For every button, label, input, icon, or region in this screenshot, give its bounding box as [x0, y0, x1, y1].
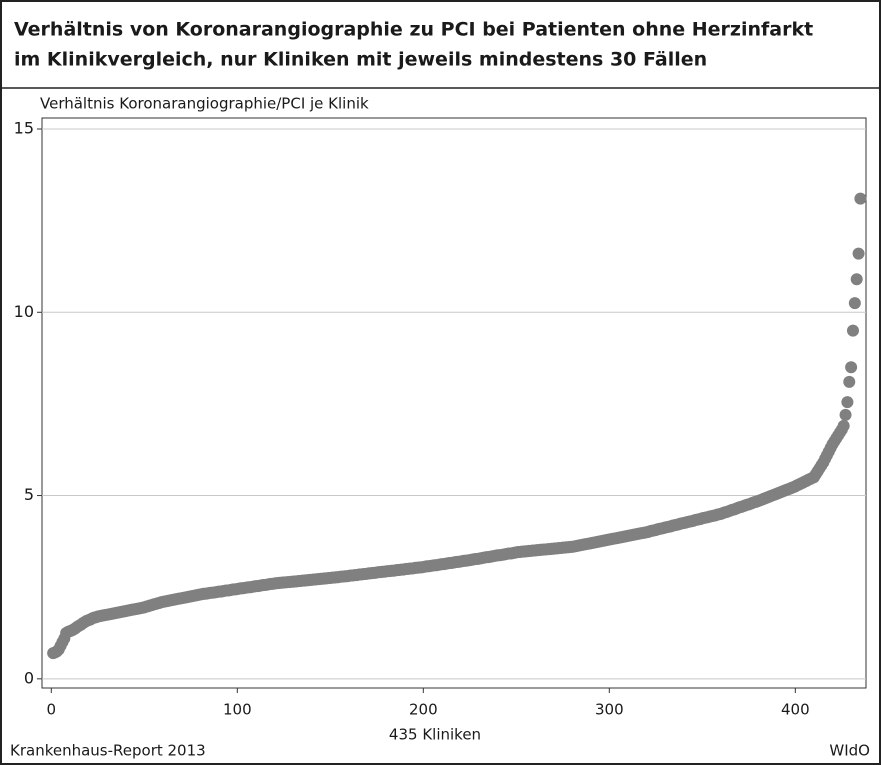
chart-title: Verhältnis von Koronarangiographie zu PC… [14, 19, 813, 41]
y-tick-label: 5 [24, 485, 34, 504]
point [848, 297, 861, 310]
x-tick-label: 300 [595, 701, 624, 719]
point [846, 324, 859, 337]
point [850, 273, 863, 286]
point [845, 361, 858, 374]
x-axis-label: 435 Kliniken [389, 726, 481, 744]
x-tick-label: 100 [223, 701, 252, 719]
point [837, 419, 850, 432]
point [841, 396, 854, 409]
y-tick-label: 10 [14, 302, 34, 321]
y-axis-label: Verhältnis Koronarangiographie/PCI je Kl… [40, 95, 369, 113]
x-tick-label: 0 [47, 701, 57, 719]
point [839, 408, 852, 421]
chart-subtitle: im Klinikvergleich, nur Kliniken mit jew… [14, 49, 707, 71]
point [854, 192, 867, 205]
y-tick-label: 15 [14, 118, 34, 137]
x-tick-label: 400 [781, 701, 810, 719]
plot-frame [41, 117, 867, 689]
brand: WIdO [829, 742, 870, 760]
source: Krankenhaus-Report 2013 [10, 742, 206, 760]
x-tick-label: 200 [409, 701, 438, 719]
point [843, 375, 856, 388]
y-tick-label: 0 [24, 668, 34, 687]
point [852, 247, 865, 260]
